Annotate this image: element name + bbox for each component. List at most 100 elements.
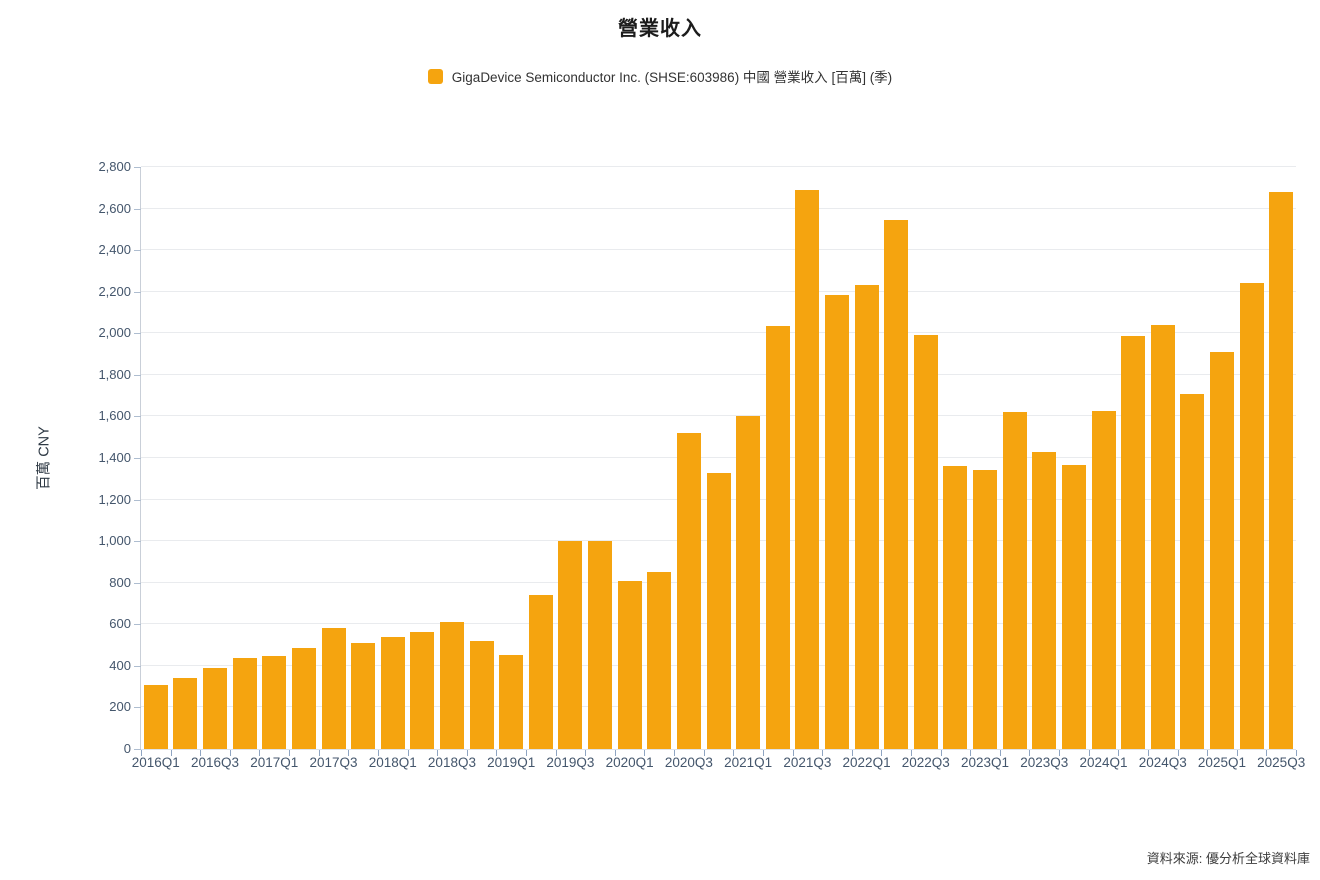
x-tick-mark	[141, 750, 142, 756]
bar-2017Q1[interactable]	[262, 656, 287, 749]
bar-2025Q2[interactable]	[1239, 283, 1264, 749]
y-tick-mark	[134, 582, 141, 584]
bar-2020Q3[interactable]	[676, 433, 701, 749]
x-tick-mark	[999, 750, 1001, 756]
x-tick-mark	[407, 750, 409, 756]
bar-2025Q1[interactable]	[1209, 352, 1234, 749]
bar-2019Q3[interactable]	[558, 541, 583, 749]
x-tick-mark	[1236, 750, 1238, 756]
y-tick-label: 1,000	[98, 533, 131, 549]
bar-2020Q2[interactable]	[647, 572, 672, 749]
bar-2023Q4[interactable]	[1061, 464, 1086, 749]
gridline	[141, 207, 1296, 209]
x-tick-mark	[1059, 750, 1061, 756]
bar-2024Q4[interactable]	[1180, 394, 1205, 749]
bar-2022Q2[interactable]	[884, 219, 909, 749]
bar-2021Q3[interactable]	[795, 190, 820, 749]
bar-2022Q4[interactable]	[943, 465, 968, 749]
bar-2024Q2[interactable]	[1121, 336, 1146, 749]
bar-2019Q2[interactable]	[528, 594, 553, 749]
bar-2021Q4[interactable]	[824, 295, 849, 749]
bar-2022Q1[interactable]	[854, 285, 879, 749]
y-tick-label: 1,200	[98, 491, 131, 507]
bar-2024Q1[interactable]	[1091, 410, 1116, 749]
y-tick-label: 1,800	[98, 366, 131, 382]
bar-2018Q3[interactable]	[439, 622, 464, 749]
y-tick-mark	[134, 208, 141, 210]
bar-2017Q3[interactable]	[321, 628, 346, 749]
x-tick-label-2025Q3: 2025Q3	[1257, 755, 1306, 770]
x-tick-mark	[792, 750, 794, 756]
x-tick-label-2025Q1: 2025Q1	[1197, 755, 1246, 770]
y-tick-mark	[134, 499, 141, 501]
x-tick-mark	[1147, 750, 1149, 756]
x-tick-mark	[200, 750, 202, 756]
x-tick-mark	[762, 750, 764, 756]
x-tick-mark	[970, 750, 972, 756]
gridline	[141, 166, 1296, 167]
x-tick-mark	[1029, 750, 1031, 756]
bar-2021Q2[interactable]	[765, 326, 790, 749]
y-tick-mark	[134, 541, 141, 543]
bar-2022Q3[interactable]	[913, 335, 938, 749]
bar-2016Q4[interactable]	[232, 658, 257, 749]
gridline	[141, 457, 1296, 458]
bar-2023Q3[interactable]	[1032, 451, 1057, 749]
y-tick-label: 200	[109, 699, 131, 715]
bar-2018Q2[interactable]	[410, 631, 435, 749]
y-tick-label: 1,400	[98, 450, 131, 465]
bar-2018Q4[interactable]	[469, 640, 494, 749]
x-tick-label-2016Q3: 2016Q3	[191, 755, 240, 770]
y-tick-label: 400	[109, 657, 131, 673]
bar-2023Q2[interactable]	[1002, 412, 1027, 749]
bar-2018Q1[interactable]	[380, 637, 405, 749]
bar-2017Q4[interactable]	[351, 642, 376, 749]
legend-series-label[interactable]: GigaDevice Semiconductor Inc. (SHSE:6039…	[451, 70, 893, 85]
y-tick-label: 600	[109, 616, 131, 632]
y-tick-mark	[134, 665, 141, 667]
bar-2019Q1[interactable]	[499, 655, 524, 749]
x-tick-label-2022Q1: 2022Q1	[842, 755, 891, 770]
x-tick-mark	[674, 750, 676, 756]
x-tick-mark	[259, 750, 261, 756]
bar-2020Q4[interactable]	[706, 473, 731, 749]
bar-2021Q1[interactable]	[736, 415, 761, 749]
x-tick-mark	[555, 750, 557, 756]
gridline	[141, 249, 1296, 251]
x-tick-mark	[644, 750, 646, 756]
bar-2016Q2[interactable]	[173, 677, 198, 749]
bar-2023Q1[interactable]	[973, 470, 998, 749]
source-note: 資料來源: 優分析全球資料庫	[1146, 851, 1310, 866]
bar-2025Q3[interactable]	[1269, 191, 1294, 749]
y-tick-label: 2,200	[98, 283, 131, 299]
x-tick-mark	[881, 750, 883, 756]
x-tick-label-2024Q3: 2024Q3	[1138, 755, 1187, 770]
y-tick-mark	[134, 707, 141, 709]
x-tick-label-2023Q1: 2023Q1	[961, 755, 1010, 770]
x-tick-mark	[496, 750, 498, 756]
y-tick-mark	[134, 374, 141, 376]
bar-2024Q3[interactable]	[1150, 324, 1175, 749]
y-tick-mark	[134, 749, 141, 750]
x-tick-mark	[318, 750, 320, 756]
x-tick-label-2019Q3: 2019Q3	[546, 755, 595, 770]
y-tick-label: 2,800	[98, 159, 131, 174]
chart-title: 營業收入	[618, 18, 702, 40]
x-tick-mark	[940, 750, 942, 756]
bar-2017Q2[interactable]	[291, 648, 316, 749]
legend: GigaDevice Semiconductor Inc. (SHSE:6039…	[0, 66, 1320, 86]
bar-2019Q4[interactable]	[588, 541, 613, 749]
x-tick-mark	[348, 750, 350, 756]
x-tick-mark	[170, 750, 172, 756]
bar-2016Q1[interactable]	[143, 684, 168, 749]
x-tick-label-2023Q3: 2023Q3	[1020, 755, 1069, 770]
gridline	[141, 415, 1296, 417]
x-tick-label-2018Q3: 2018Q3	[427, 755, 476, 770]
x-tick-mark	[377, 750, 379, 756]
x-tick-mark	[229, 750, 231, 756]
bar-2016Q3[interactable]	[203, 667, 228, 749]
legend-swatch-icon	[427, 68, 443, 84]
y-tick-label: 2,400	[98, 242, 131, 258]
bar-2020Q1[interactable]	[617, 581, 642, 749]
